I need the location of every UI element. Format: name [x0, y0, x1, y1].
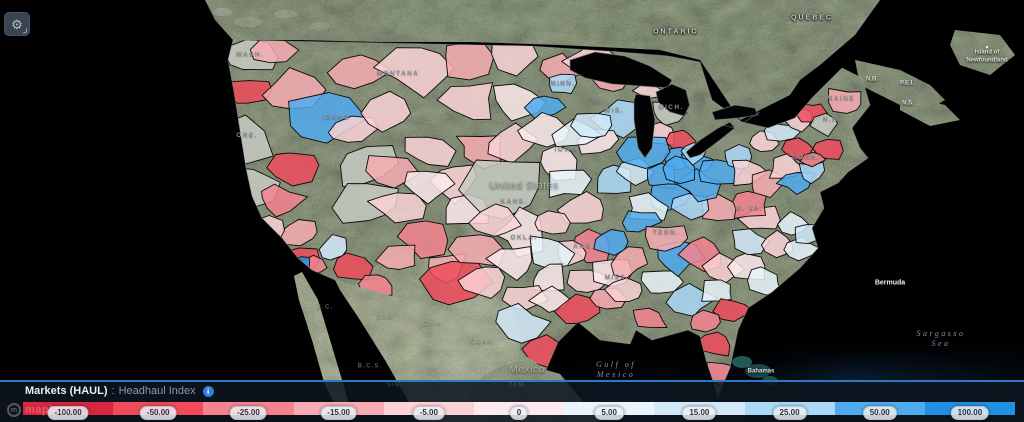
market-cell[interactable]	[662, 155, 696, 185]
market-cell[interactable]	[485, 246, 533, 281]
legend-value-label: 50.00	[862, 406, 897, 420]
market-cell[interactable]	[556, 191, 604, 224]
us-border-outline	[227, 39, 871, 398]
market-cell[interactable]	[249, 36, 300, 64]
market-cell[interactable]	[360, 90, 412, 133]
legend-value-label: -15.00	[320, 406, 357, 420]
market-cell[interactable]	[690, 309, 721, 333]
market-cell[interactable]	[799, 151, 827, 168]
layer-title: Markets (HAUL): Headhaul Index i	[25, 385, 214, 397]
market-cell[interactable]	[445, 42, 495, 81]
market-cell[interactable]	[457, 266, 506, 299]
market-cell[interactable]	[534, 210, 571, 235]
market-cell[interactable]	[570, 112, 613, 139]
market-cell[interactable]	[809, 112, 839, 137]
market-cell[interactable]	[318, 234, 348, 261]
great-lakes	[569, 51, 759, 159]
market-cell[interactable]	[373, 47, 455, 99]
layer-title-rest: Headhaul Index	[118, 385, 196, 397]
market-cell[interactable]	[266, 152, 320, 187]
gear-icon: ⚙	[11, 16, 23, 32]
market-cell[interactable]	[495, 302, 552, 344]
market-cell[interactable]	[610, 246, 649, 279]
status-panel: Markets (HAUL): Headhaul Index i -100.00…	[0, 380, 1024, 422]
market-cell[interactable]	[632, 307, 668, 328]
market-cell[interactable]	[436, 82, 494, 121]
market-cell[interactable]	[603, 277, 643, 303]
mapbox-logo-icon: m	[7, 403, 21, 417]
legend-value-label: -100.00	[47, 406, 89, 420]
layer-title-separator: :	[111, 385, 115, 397]
legend-value-label: 0	[509, 406, 529, 420]
legend-value-label: 15.00	[682, 406, 717, 420]
market-cell[interactable]	[261, 183, 309, 218]
market-cell[interactable]	[223, 80, 273, 104]
layer-title-bold: Markets (HAUL)	[25, 385, 108, 397]
legend-value-label: -25.00	[230, 406, 267, 420]
market-cell[interactable]	[326, 54, 393, 90]
market-cell[interactable]	[331, 183, 399, 224]
market-cell[interactable]	[737, 205, 781, 230]
market-cell[interactable]	[396, 220, 449, 260]
market-cell[interactable]	[375, 244, 416, 270]
market-cell[interactable]	[828, 88, 862, 114]
market-cell[interactable]	[731, 228, 771, 256]
market-cell[interactable]	[366, 192, 427, 224]
market-cell[interactable]	[712, 298, 756, 322]
market-cell[interactable]	[665, 282, 718, 317]
mapbox-wordmark: mapbox	[25, 404, 71, 416]
legend-value-label: -5.00	[412, 406, 445, 420]
market-cell[interactable]	[730, 190, 768, 219]
legend-value-label: -50.00	[139, 406, 177, 420]
market-cell[interactable]	[468, 203, 522, 237]
legend-value-label: 5.00	[594, 406, 624, 420]
settings-button[interactable]: ⚙ ❯	[4, 12, 30, 36]
legend-value-label: 25.00	[772, 406, 807, 420]
market-cell[interactable]	[548, 169, 593, 199]
mapbox-attribution[interactable]: m mapbox	[7, 403, 70, 417]
market-cell[interactable]	[548, 73, 578, 95]
market-cell[interactable]	[523, 95, 567, 119]
legend-value-label: 100.00	[950, 406, 990, 420]
newfoundland-town-dot	[985, 45, 989, 49]
market-cell[interactable]	[403, 170, 456, 205]
market-cell[interactable]	[621, 210, 663, 233]
market-cell[interactable]	[701, 279, 732, 302]
market-cell[interactable]	[404, 136, 457, 167]
canada-border-line	[647, 56, 761, 129]
market-cell[interactable]	[645, 225, 689, 252]
info-icon[interactable]: i	[202, 385, 214, 397]
